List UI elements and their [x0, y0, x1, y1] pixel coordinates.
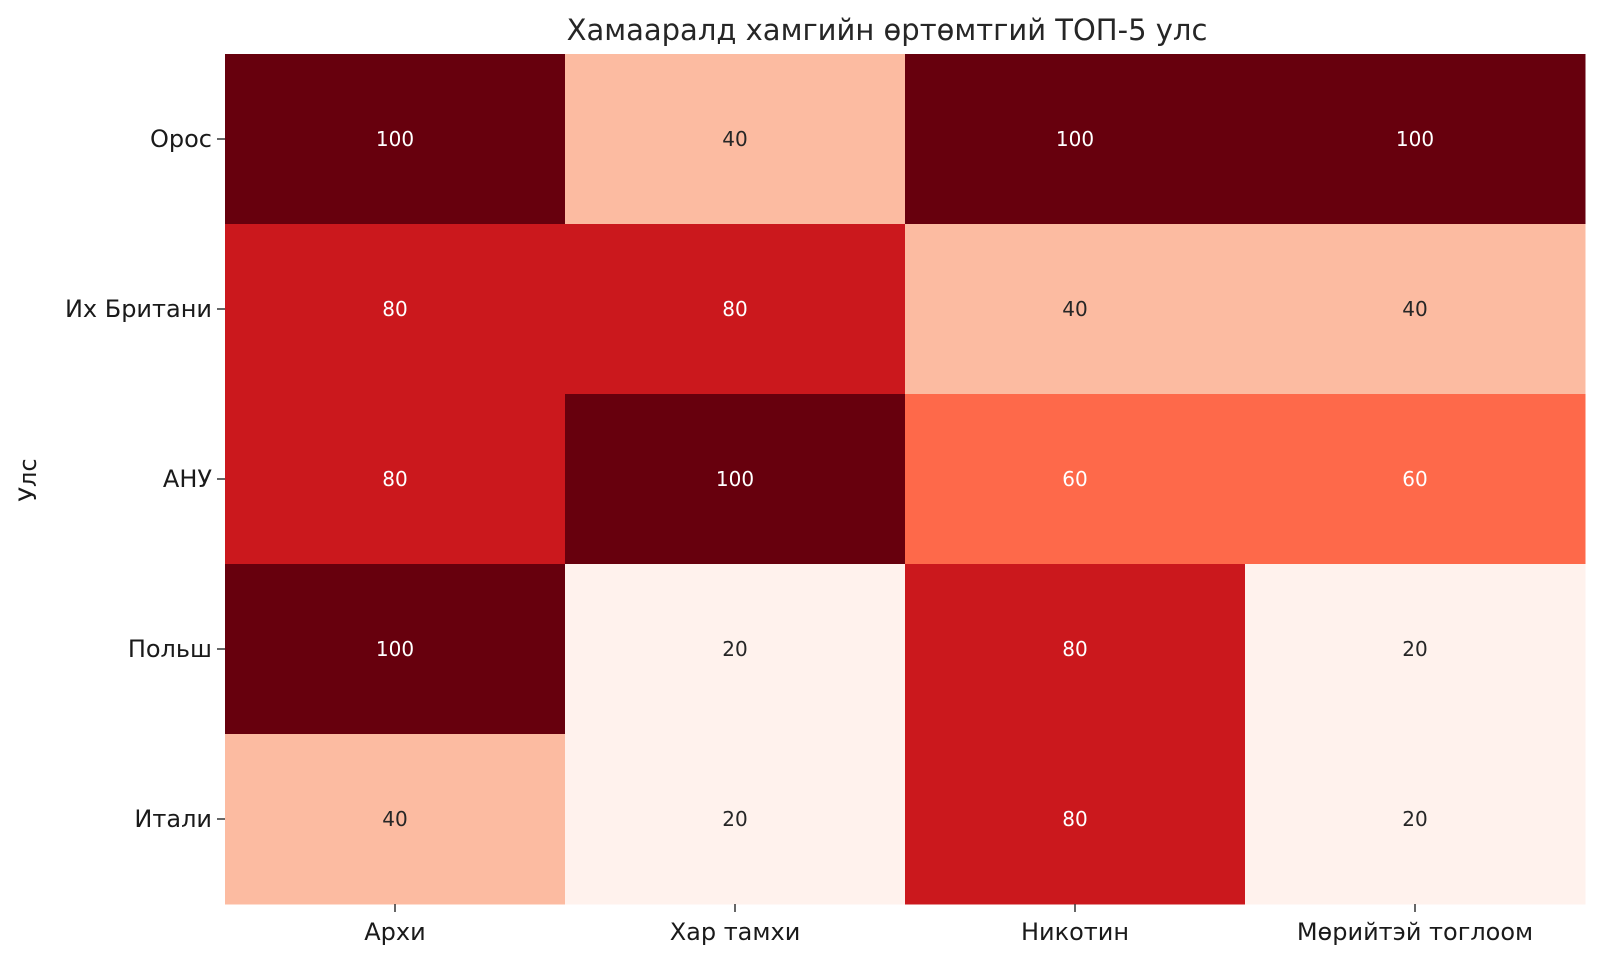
heatmap-cell-labels: 100 40 100 100 80 80 40 40 80 100 60 60 100 20 80 20 40 2… [376, 127, 1434, 831]
heatmap-cell-r3-c1 [565, 564, 906, 735]
cell-value-label-r1-c3: 40 [1402, 297, 1427, 321]
y-axis-ticks: Орос Их Британи АНУ Польш Итали [65, 125, 225, 833]
heatmap-cell-r1-c3 [1245, 224, 1586, 395]
heatmap-cell-r1-c2 [905, 224, 1246, 395]
x-tick-label-1: Хар тамхи [670, 918, 801, 946]
heatmap-cell-r4-c3 [1245, 734, 1586, 905]
cell-value-label-r3-c3: 20 [1402, 637, 1427, 661]
cell-value-label-r2-c1: 100 [716, 467, 754, 491]
heatmap-cell-r0-c2 [905, 54, 1246, 225]
cell-value-label-r2-c2: 60 [1062, 467, 1087, 491]
cell-value-label-r2-c3: 60 [1402, 467, 1427, 491]
heatmap-cell-r2-c1 [565, 394, 906, 565]
cell-value-label-r1-c1: 80 [722, 297, 747, 321]
cell-value-label-r0-c3: 100 [1396, 127, 1434, 151]
heatmap-cell-r0-c1 [565, 54, 906, 225]
cell-value-label-r3-c1: 20 [722, 637, 747, 661]
heatmap-cell-r2-c3 [1245, 394, 1586, 565]
heatmap-cell-r4-c1 [565, 734, 906, 905]
heatmap-cell-r3-c3 [1245, 564, 1586, 735]
y-tick-label-0: Орос [150, 125, 212, 153]
y-tick-label-1: Их Британи [65, 295, 212, 323]
heatmap-cells [225, 54, 1586, 905]
chart-title: Хамааралд хамгийн өртөмтгий ТОП-5 улс [567, 13, 1208, 47]
cell-value-label-r0-c2: 100 [1056, 127, 1094, 151]
cell-value-label-r4-c3: 20 [1402, 807, 1427, 831]
heatmap-cell-r4-c2 [905, 734, 1246, 905]
x-axis-ticks: Архи Хар тамхи Никотин Мөрийтэй тоглоом [364, 904, 1533, 946]
y-axis-label: Улс [14, 458, 42, 501]
cell-value-label-r1-c2: 40 [1062, 297, 1087, 321]
heatmap-cell-r2-c0 [225, 394, 566, 565]
x-tick-label-2: Никотин [1021, 918, 1129, 946]
cell-value-label-r2-c0: 80 [382, 467, 407, 491]
heatmap-cell-r3-c0 [225, 564, 566, 735]
y-tick-label-4: Итали [134, 805, 212, 833]
x-tick-label-0: Архи [364, 918, 425, 946]
y-tick-label-3: Польш [128, 635, 212, 663]
cell-value-label-r4-c2: 80 [1062, 807, 1087, 831]
cell-value-label-r4-c0: 40 [382, 807, 407, 831]
heatmap-cell-r2-c2 [905, 394, 1246, 565]
heatmap-cell-r1-c1 [565, 224, 906, 395]
cell-value-label-r3-c2: 80 [1062, 637, 1087, 661]
x-tick-label-3: Мөрийтэй тоглоом [1297, 918, 1533, 946]
cell-value-label-r0-c1: 40 [722, 127, 747, 151]
heatmap-cell-r0-c3 [1245, 54, 1586, 225]
cell-value-label-r4-c1: 20 [722, 807, 747, 831]
heatmap-cell-r3-c2 [905, 564, 1246, 735]
y-tick-label-2: АНУ [163, 465, 212, 493]
heatmap-cell-r1-c0 [225, 224, 566, 395]
cell-value-label-r1-c0: 80 [382, 297, 407, 321]
heatmap-cell-r0-c0 [225, 54, 566, 225]
heatmap-cell-r4-c0 [225, 734, 566, 905]
cell-value-label-r3-c0: 100 [376, 637, 414, 661]
cell-value-label-r0-c0: 100 [376, 127, 414, 151]
